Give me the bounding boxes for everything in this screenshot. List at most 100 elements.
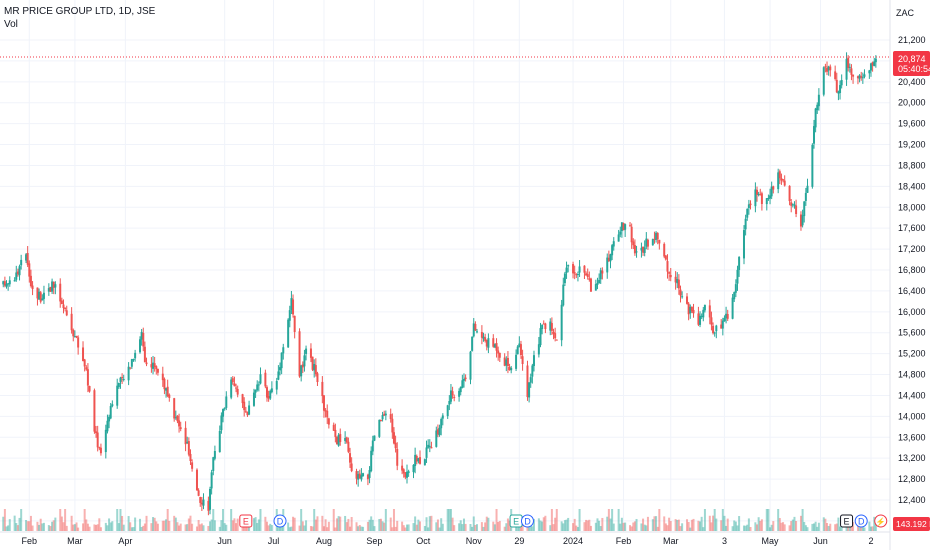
volume-bar — [599, 526, 602, 531]
volume-bar — [189, 515, 192, 531]
split-marker-icon: ⚡ — [876, 517, 886, 527]
volume-bar — [646, 516, 649, 531]
candle-body — [560, 304, 563, 341]
candle-body — [414, 454, 417, 467]
candle-body — [529, 377, 532, 383]
volume-bar — [5, 526, 8, 531]
volume-bar — [161, 520, 164, 531]
volume-bar — [565, 519, 568, 531]
candle-body — [355, 471, 358, 479]
time-tick-label: Jun — [217, 536, 232, 546]
volume-bar — [309, 526, 312, 531]
volume-bar — [222, 509, 225, 531]
candle-body — [200, 502, 203, 505]
time-tick-label: Apr — [118, 536, 132, 546]
volume-bar — [368, 519, 371, 531]
time-tick-label: 2024 — [563, 536, 583, 546]
candle-body — [835, 79, 838, 93]
chart-title: MR PRICE GROUP LTD, 1D, JSE — [4, 6, 156, 17]
candle-body — [236, 388, 239, 395]
volume-bar — [464, 523, 467, 531]
candle-body — [822, 67, 825, 95]
candle-body — [816, 104, 819, 111]
volume-bar — [845, 524, 848, 531]
split-marker[interactable] — [874, 514, 888, 528]
candle-body — [3, 281, 6, 286]
candle-body — [287, 319, 290, 348]
volume-bar — [106, 525, 109, 531]
candle-body — [98, 447, 101, 449]
candle-body — [153, 363, 156, 367]
volume-bar — [770, 524, 773, 531]
dividend-marker[interactable] — [854, 514, 868, 528]
candle-body — [451, 391, 454, 396]
volume-bar — [692, 518, 695, 531]
candle-body — [394, 442, 397, 449]
countdown-label: 05:40:54 — [898, 64, 932, 74]
volume-bar — [822, 517, 825, 531]
volume-bar — [210, 519, 213, 531]
candle-body — [506, 357, 509, 366]
dividend-marker[interactable] — [273, 514, 287, 528]
earnings-marker[interactable] — [840, 514, 854, 528]
dividend-marker[interactable] — [520, 514, 534, 528]
candle-body — [689, 306, 692, 314]
candle-body — [834, 71, 837, 79]
candle-body — [93, 390, 96, 432]
candle-body — [617, 234, 620, 242]
dividend-marker-letter: D — [858, 517, 865, 527]
candle-body — [544, 323, 547, 330]
volume-bar — [441, 523, 444, 531]
candle-body — [152, 362, 155, 369]
candle-body — [518, 343, 521, 348]
volume-bar — [458, 523, 461, 531]
candle-body — [335, 436, 338, 445]
candle-body — [503, 357, 506, 366]
candle-body — [469, 351, 472, 380]
volume-bar — [827, 525, 830, 531]
volume-bar — [668, 517, 671, 531]
volume-bar — [109, 522, 112, 531]
candle-body — [531, 365, 534, 377]
volume-bar — [620, 517, 623, 531]
volume-bar — [311, 526, 314, 531]
volume-bar — [601, 517, 604, 531]
volume-bar — [635, 518, 638, 531]
candle-body — [700, 315, 703, 317]
candle-body — [430, 447, 433, 449]
candle-body — [256, 384, 259, 391]
volume-bar — [583, 522, 586, 531]
volume-bar — [726, 518, 729, 531]
candle-body — [18, 266, 21, 276]
volume-bar — [596, 518, 599, 531]
candle-body — [731, 297, 734, 319]
volume-bar — [516, 527, 519, 531]
volume-bar — [75, 522, 78, 531]
volume-bar — [666, 525, 669, 531]
candle-body — [132, 359, 135, 361]
volume-bar — [321, 515, 324, 531]
volume-bar — [806, 527, 809, 531]
volume-bar — [757, 517, 760, 531]
volume-bar — [257, 519, 260, 531]
volume-bar — [861, 523, 864, 531]
volume-bar — [497, 521, 500, 531]
volume-bar — [791, 519, 794, 531]
candle-body — [726, 314, 729, 319]
candle-body — [189, 453, 192, 462]
price-tick-label: 16,800 — [898, 265, 926, 275]
price-tick-label: 19,600 — [898, 119, 926, 129]
volume-bar — [143, 523, 146, 531]
volume-bar — [316, 516, 319, 531]
volume-bar — [480, 522, 483, 531]
candle-body — [733, 292, 736, 300]
candle-body — [423, 459, 426, 465]
volume-bar — [629, 525, 632, 531]
volume-bar — [598, 520, 601, 531]
volume-bar — [645, 525, 648, 531]
earnings-marker[interactable] — [239, 514, 253, 528]
candle-body — [117, 382, 120, 388]
volume-bar — [332, 509, 335, 531]
candle-body — [562, 284, 565, 306]
